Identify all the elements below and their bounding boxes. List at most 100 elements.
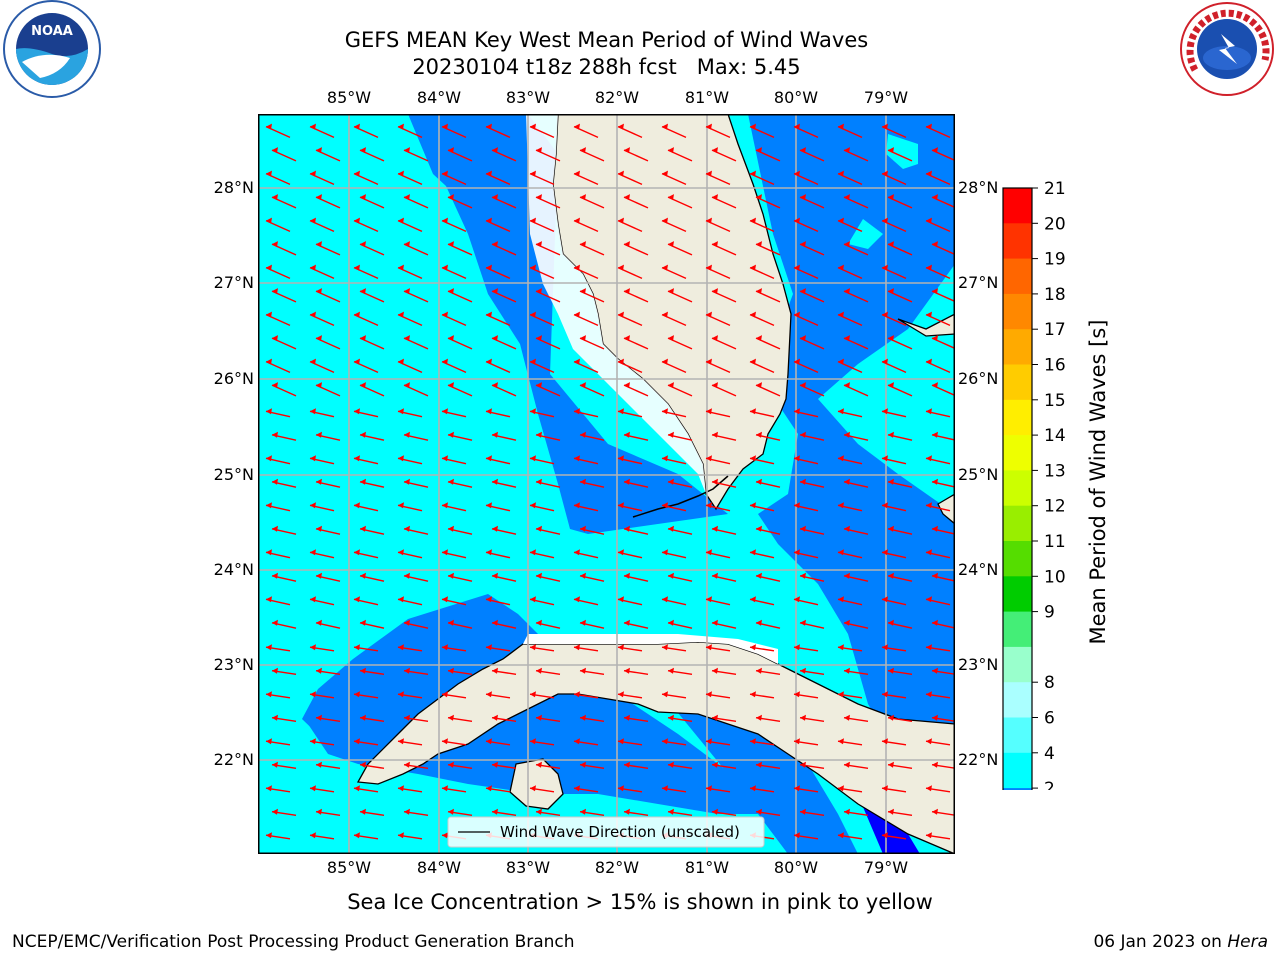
wind-wave-arrow (661, 549, 687, 559)
wind-wave-arrow (403, 572, 429, 582)
wind-wave-arrow (755, 241, 781, 256)
wind-wave-arrow (265, 738, 291, 746)
wind-wave-arrow (793, 455, 819, 465)
lon-tick-label: 82°W (594, 88, 640, 107)
wind-wave-arrow (925, 596, 951, 606)
wind-wave-arrow (309, 549, 335, 559)
wind-wave-arrow (353, 549, 379, 559)
wind-wave-arrow (579, 808, 605, 816)
wind-wave-arrow (755, 525, 781, 535)
wind-wave-arrow (271, 572, 297, 582)
wind-wave-arrow (843, 808, 869, 816)
wind-wave-arrow (403, 619, 429, 629)
wind-wave-arrow (623, 619, 649, 629)
lat-tick-label: 24°N (213, 560, 254, 579)
colorbar-tick-label: 4 (1044, 744, 1055, 764)
wind-wave-arrow (529, 264, 555, 280)
wind-wave-arrow (573, 691, 599, 699)
wind-wave-arrow (711, 619, 737, 629)
wind-wave-arrow (353, 832, 379, 840)
colorbar-segment (1003, 329, 1032, 365)
colorbar-segment (1003, 188, 1032, 224)
lat-tick-label: 25°N (213, 465, 254, 484)
wind-wave-arrow (535, 808, 561, 816)
wind-wave-arrow (265, 217, 291, 233)
wind-wave-arrow (315, 147, 341, 162)
wind-wave-arrow (271, 147, 297, 162)
wind-wave-arrow (711, 335, 737, 350)
wind-wave-arrow (265, 596, 291, 606)
wind-wave-arrow (755, 288, 781, 303)
lat-tick-label: 28°N (213, 178, 254, 197)
wind-wave-arrow (837, 644, 863, 652)
wind-wave-arrow (535, 478, 561, 488)
wind-wave-arrow (661, 264, 687, 280)
wind-wave-arrow (749, 455, 775, 465)
wind-wave-arrow (793, 549, 819, 559)
wind-wave-arrow (623, 808, 649, 816)
isla-de-la-juventud (509, 758, 564, 810)
wind-wave-arrow (749, 264, 775, 280)
noaa-logo: NOAA (3, 0, 101, 98)
wind-wave-arrow (315, 288, 341, 303)
wind-wave-arrow (667, 761, 693, 769)
wind-wave-arrow (705, 123, 731, 139)
wind-wave-arrow (837, 738, 863, 746)
colorbar-tick-label: 2 (1044, 779, 1055, 790)
wind-wave-arrow (711, 714, 737, 722)
lat-tick-label: 22°N (958, 750, 999, 769)
wind-wave-arrow (837, 549, 863, 559)
wind-wave-arrow (441, 264, 467, 280)
wind-wave-arrow (441, 217, 467, 233)
wind-wave-arrow (843, 525, 869, 535)
wind-wave-arrow (931, 619, 955, 629)
wind-wave-arrow (579, 667, 605, 675)
wind-wave-arrow (397, 358, 423, 374)
wind-wave-arrow (755, 194, 781, 209)
colorbar-segment (1003, 646, 1032, 683)
colorbar: 21 20 19 18 17 16 15 14 13 12 11 10 9 8 6 4 2 (1002, 180, 1066, 790)
wind-wave-arrow (749, 738, 775, 746)
wind-wave-arrow (529, 455, 555, 465)
wind-wave-arrow (441, 549, 467, 559)
wind-wave-arrow (529, 738, 555, 746)
wind-wave-arrow (705, 217, 731, 233)
colorbar-segment (1003, 576, 1032, 612)
wind-wave-arrow (617, 170, 643, 186)
wind-wave-arrow (579, 525, 605, 535)
sea-ice-note: Sea Ice Concentration > 15% is shown in … (347, 890, 933, 914)
wind-wave-arrow (931, 808, 955, 816)
wind-wave-arrow (887, 714, 913, 722)
wind-wave-arrow (397, 264, 423, 280)
wind-wave-arrow (397, 123, 423, 139)
wind-wave-arrow (623, 667, 649, 675)
wind-wave-arrow (755, 335, 781, 350)
wind-wave-arrow (403, 147, 429, 162)
wind-wave-arrow (309, 785, 335, 793)
wind-wave-arrow (309, 264, 335, 280)
wind-wave-arrow (491, 572, 517, 582)
wind-wave-arrow (793, 408, 819, 418)
wind-wave-arrow (837, 358, 863, 374)
wind-wave-arrow (837, 408, 863, 418)
wind-wave-arrow (359, 147, 385, 162)
wind-wave-arrow (667, 572, 693, 582)
wind-wave-arrow (353, 502, 379, 512)
wind-wave-arrow (881, 785, 907, 793)
wind-wave-arrow (931, 572, 955, 582)
wind-wave-arrow (799, 525, 825, 535)
chart-title-line2: 20230104 t18z 288h fcst Max: 5.45 (412, 55, 801, 79)
wind-wave-arrow (265, 832, 291, 840)
wind-wave-arrow (843, 194, 869, 209)
wind-wave-arrow (579, 619, 605, 629)
lat-tick-label: 23°N (958, 655, 999, 674)
wind-wave-arrow (447, 478, 473, 488)
wind-wave-arrow (441, 311, 467, 327)
wind-wave-arrow (491, 194, 517, 209)
wind-wave-arrow (617, 549, 643, 559)
wind-wave-arrow (843, 572, 869, 582)
wind-wave-arrow (887, 808, 913, 816)
wind-wave-arrow (485, 358, 511, 374)
wind-wave-arrow (447, 382, 473, 397)
wind-wave-arrow (925, 170, 951, 186)
